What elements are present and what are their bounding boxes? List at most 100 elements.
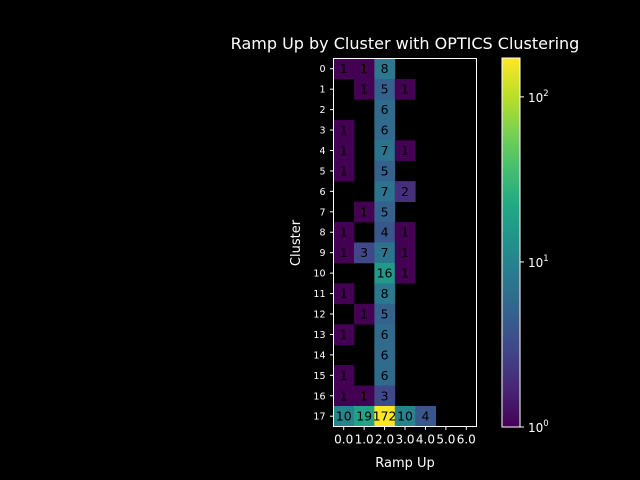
- y-tick-label: 5: [319, 166, 325, 177]
- heatmap-cell: [333, 405, 355, 427]
- cell-value-label: 6: [381, 102, 389, 117]
- heatmap-cell: [374, 303, 396, 325]
- x-tick-label: 1.0: [355, 432, 374, 446]
- colorbar-ticks: 100 101 102: [520, 89, 549, 435]
- cell-value-label: 8: [381, 61, 389, 76]
- y-tick-label: 12: [313, 310, 325, 321]
- cell-value-label: 3: [360, 245, 368, 260]
- heatmap-cells: [333, 58, 437, 427]
- heatmap-cell: [374, 242, 396, 264]
- cell-value-label: 1: [360, 61, 368, 76]
- cell-value-label: 3: [381, 388, 389, 403]
- cell-value-label: 5: [381, 82, 389, 97]
- y-axis-label: Cluster: [289, 219, 304, 266]
- cell-value-label: 16: [377, 266, 393, 281]
- y-tick-label: 16: [313, 391, 325, 402]
- y-tick-label: 15: [313, 371, 325, 382]
- y-tick-label: 2: [319, 105, 325, 116]
- heatmap-cell: [394, 405, 416, 427]
- cell-value-label: 5: [381, 163, 389, 178]
- cell-value-label: 5: [381, 307, 389, 322]
- y-tick-label: 3: [319, 126, 325, 137]
- cell-value-label: 7: [381, 184, 389, 199]
- heatmap-cell: [374, 405, 396, 427]
- heatmap-cell: [374, 78, 396, 100]
- cell-value-label: 19: [356, 409, 372, 424]
- colorbar-tick-label: 102: [528, 89, 549, 105]
- cell-value-label: 4: [381, 225, 389, 240]
- heatmap-cell: [415, 405, 437, 427]
- heatmap-cell: [353, 303, 375, 325]
- y-tick-label: 11: [313, 289, 325, 300]
- heatmap-cell: [333, 140, 355, 162]
- heatmap-cell: [333, 324, 355, 346]
- y-tick-label: 6: [319, 187, 325, 198]
- heatmap-cell: [374, 99, 396, 121]
- heatmap-cell: [374, 324, 396, 346]
- heatmap-cell: [374, 385, 396, 407]
- cell-value-label: 1: [340, 61, 348, 76]
- cell-value-label: 8: [381, 286, 389, 301]
- chart-title: Ramp Up by Cluster with OPTICS Clusterin…: [231, 34, 580, 53]
- heatmap-cell: [374, 119, 396, 141]
- heatmap-cell: [374, 58, 396, 80]
- cell-value-label: 1: [340, 245, 348, 260]
- cell-value-label: 1: [401, 245, 409, 260]
- cell-value-label: 1: [340, 286, 348, 301]
- heatmap-cell: [374, 222, 396, 243]
- cell-value-label: 1: [401, 82, 409, 97]
- heatmap-cell: [333, 242, 355, 264]
- colorbar-tick-label: 100: [528, 419, 549, 435]
- cell-value-label: 7: [381, 143, 389, 158]
- heatmap-cell: [353, 58, 375, 80]
- heatmap-cell: [394, 181, 416, 202]
- cell-value-label: 6: [381, 347, 389, 362]
- heatmap-cell: [374, 160, 396, 182]
- heatmap-cell: [333, 365, 355, 386]
- y-tick-label: 4: [319, 146, 325, 157]
- colorbar-tick-label: 101: [528, 254, 549, 270]
- cell-value-label: 1: [401, 143, 409, 158]
- heatmap-cell: [353, 78, 375, 100]
- cell-value-label: 2: [401, 184, 409, 199]
- y-tick-label: 8: [319, 228, 325, 239]
- heatmap-cell: [353, 201, 375, 223]
- heatmap-cell: [333, 222, 355, 243]
- heatmap-cell: [353, 385, 375, 407]
- cell-value-label: 1: [340, 143, 348, 158]
- heatmap-cell: [353, 405, 375, 427]
- x-tick-label: 2.0: [375, 432, 394, 446]
- x-tick-label: 6.0: [457, 432, 476, 446]
- y-tick-label: 9: [319, 248, 325, 259]
- cell-value-label: 6: [381, 327, 389, 342]
- x-axis: 0.0 1.0 2.0 3.0 4.0 5.0 6.0: [334, 426, 476, 446]
- cell-value-label: 1: [340, 225, 348, 240]
- y-tick-label: 17: [313, 412, 325, 423]
- cell-value-label: 7: [381, 245, 389, 260]
- heatmap-cell: [394, 78, 416, 100]
- cell-value-label: 10: [397, 409, 413, 424]
- y-tick-label: 10: [313, 269, 325, 280]
- heatmap-cell: [333, 160, 355, 182]
- cell-value-label: 172: [373, 409, 397, 424]
- cell-value-label: 1: [340, 123, 348, 138]
- cell-value-label: 1: [340, 327, 348, 342]
- heatmap-cell: [333, 58, 355, 80]
- heatmap-cell: [394, 242, 416, 264]
- colorbar: [501, 57, 521, 428]
- cell-value-label: 1: [340, 163, 348, 178]
- cell-value-label: 4: [421, 409, 429, 424]
- heatmap-cell: [374, 201, 396, 223]
- heatmap-cell: [374, 365, 396, 386]
- y-tick-label: 7: [319, 207, 325, 218]
- cell-value-label: 1: [340, 368, 348, 383]
- heatmap-cell: [353, 242, 375, 264]
- cell-value-label: 5: [381, 204, 389, 219]
- y-tick-label: 0: [319, 64, 325, 75]
- heatmap-cell: [374, 181, 396, 202]
- heatmap-cell: [374, 344, 396, 366]
- heatmap-cell: [394, 140, 416, 162]
- cell-value-label: 1: [360, 204, 368, 219]
